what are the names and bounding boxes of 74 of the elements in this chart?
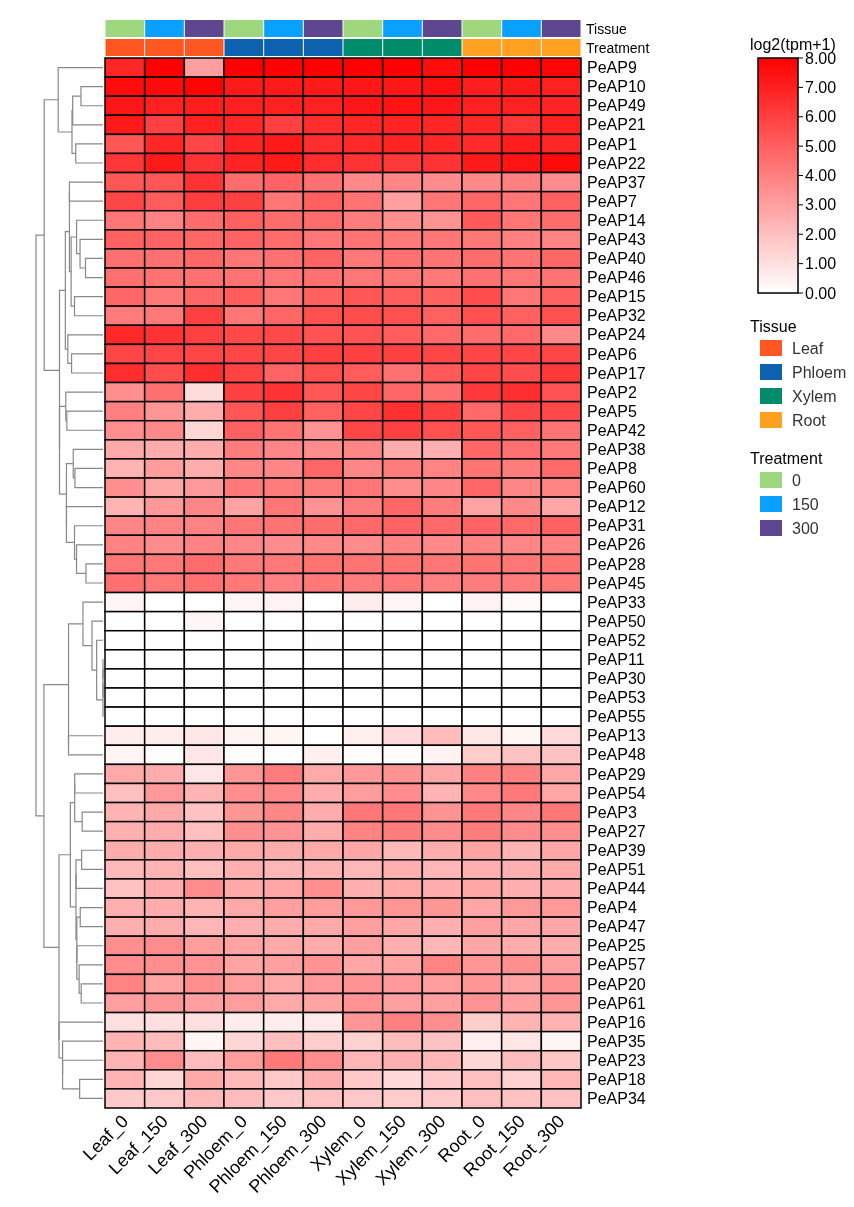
legend-label: Xylem	[792, 387, 837, 405]
legend-label: 150	[792, 495, 819, 513]
y-tick-label: PeAP10	[587, 78, 646, 96]
y-tick-label: PeAP12	[587, 498, 646, 516]
legend-label: Root	[792, 411, 827, 429]
color-bar-label: 0.00	[805, 284, 837, 302]
y-tick-label: PeAP15	[587, 288, 646, 306]
y-tick-label: PeAP29	[587, 765, 646, 783]
y-tick-label: PeAP37	[587, 173, 646, 191]
y-tick-label: PeAP24	[587, 326, 646, 344]
legend-label: Leaf	[792, 339, 824, 357]
legend-label: Phloem	[792, 363, 847, 381]
y-tick-label: PeAP39	[587, 841, 646, 859]
y-tick-label: PeAP21	[587, 116, 646, 134]
y-tick-label: PeAP11	[587, 650, 645, 668]
y-tick-label: PeAP47	[587, 918, 646, 936]
y-tick-label: PeAP30	[587, 670, 646, 688]
legend-label: 0	[792, 471, 801, 489]
y-tick-label: PeAP34	[587, 1090, 646, 1108]
y-tick-label: PeAP45	[587, 574, 646, 592]
y-tick-label: PeAP6	[587, 345, 637, 363]
chart-title: Treatment	[586, 39, 650, 56]
color-bar-label: 3.00	[805, 196, 837, 214]
y-tick-label: PeAP20	[587, 975, 646, 993]
y-tick-label: PeAP51	[587, 860, 646, 878]
y-tick-label: PeAP3	[587, 803, 637, 821]
y-tick-label: PeAP33	[587, 593, 646, 611]
y-tick-label: PeAP22	[587, 154, 646, 172]
y-tick-label: PeAP44	[587, 880, 646, 898]
y-tick-label: PeAP38	[587, 440, 646, 458]
y-tick-label: PeAP16	[587, 1013, 646, 1031]
y-tick-label: PeAP14	[587, 211, 646, 229]
y-tick-label: PeAP61	[587, 994, 646, 1012]
color-bar-label: 1.00	[805, 255, 837, 273]
y-tick-label: PeAP26	[587, 536, 646, 554]
text: Treatment	[750, 450, 823, 467]
color-bar-label: 4.00	[805, 167, 837, 185]
color-bar-label: 2.00	[805, 225, 837, 243]
y-tick-label: PeAP18	[587, 1070, 646, 1088]
y-tick-label: PeAP9	[587, 59, 637, 77]
y-tick-label: PeAP5	[587, 402, 637, 420]
y-tick-label: PeAP52	[587, 631, 646, 649]
y-tick-label: PeAP2	[587, 383, 637, 401]
color-bar-label: 5.00	[805, 137, 837, 155]
y-tick-label: PeAP8	[587, 460, 637, 478]
y-tick-label: PeAP27	[587, 822, 646, 840]
y-tick-label: PeAP32	[587, 307, 646, 325]
y-tick-label: PeAP60	[587, 479, 646, 497]
y-tick-label: PeAP23	[587, 1051, 646, 1069]
y-tick-label: PeAP54	[587, 784, 646, 802]
y-tick-label: PeAP57	[587, 956, 646, 974]
y-tick-label: PeAP28	[587, 555, 646, 573]
y-tick-label: PeAP13	[587, 727, 646, 745]
y-tick-label: PeAP1	[587, 135, 637, 153]
y-tick-label: PeAP53	[587, 689, 646, 707]
y-tick-label: PeAP17	[587, 364, 646, 382]
y-tick-label: PeAP35	[587, 1032, 646, 1050]
chart-title: Tissue	[586, 20, 627, 37]
y-tick-label: PeAP49	[587, 97, 646, 115]
color-bar-label: 7.00	[805, 78, 837, 96]
legend-label: 300	[792, 519, 819, 537]
y-tick-label: PeAP43	[587, 230, 646, 248]
text: Tissue	[750, 318, 797, 335]
y-tick-label: PeAP46	[587, 269, 646, 287]
y-tick-label: PeAP25	[587, 937, 646, 955]
y-tick-label: PeAP42	[587, 421, 646, 439]
y-tick-label: PeAP31	[587, 517, 646, 535]
y-tick-label: PeAP50	[587, 612, 646, 630]
y-tick-label: PeAP7	[587, 192, 637, 210]
y-tick-label: PeAP40	[587, 250, 646, 268]
color-bar-label: 6.00	[805, 108, 837, 126]
y-tick-label: PeAP55	[587, 708, 646, 726]
y-tick-label: PeAP4	[587, 899, 637, 917]
y-tick-label: PeAP48	[587, 746, 646, 764]
